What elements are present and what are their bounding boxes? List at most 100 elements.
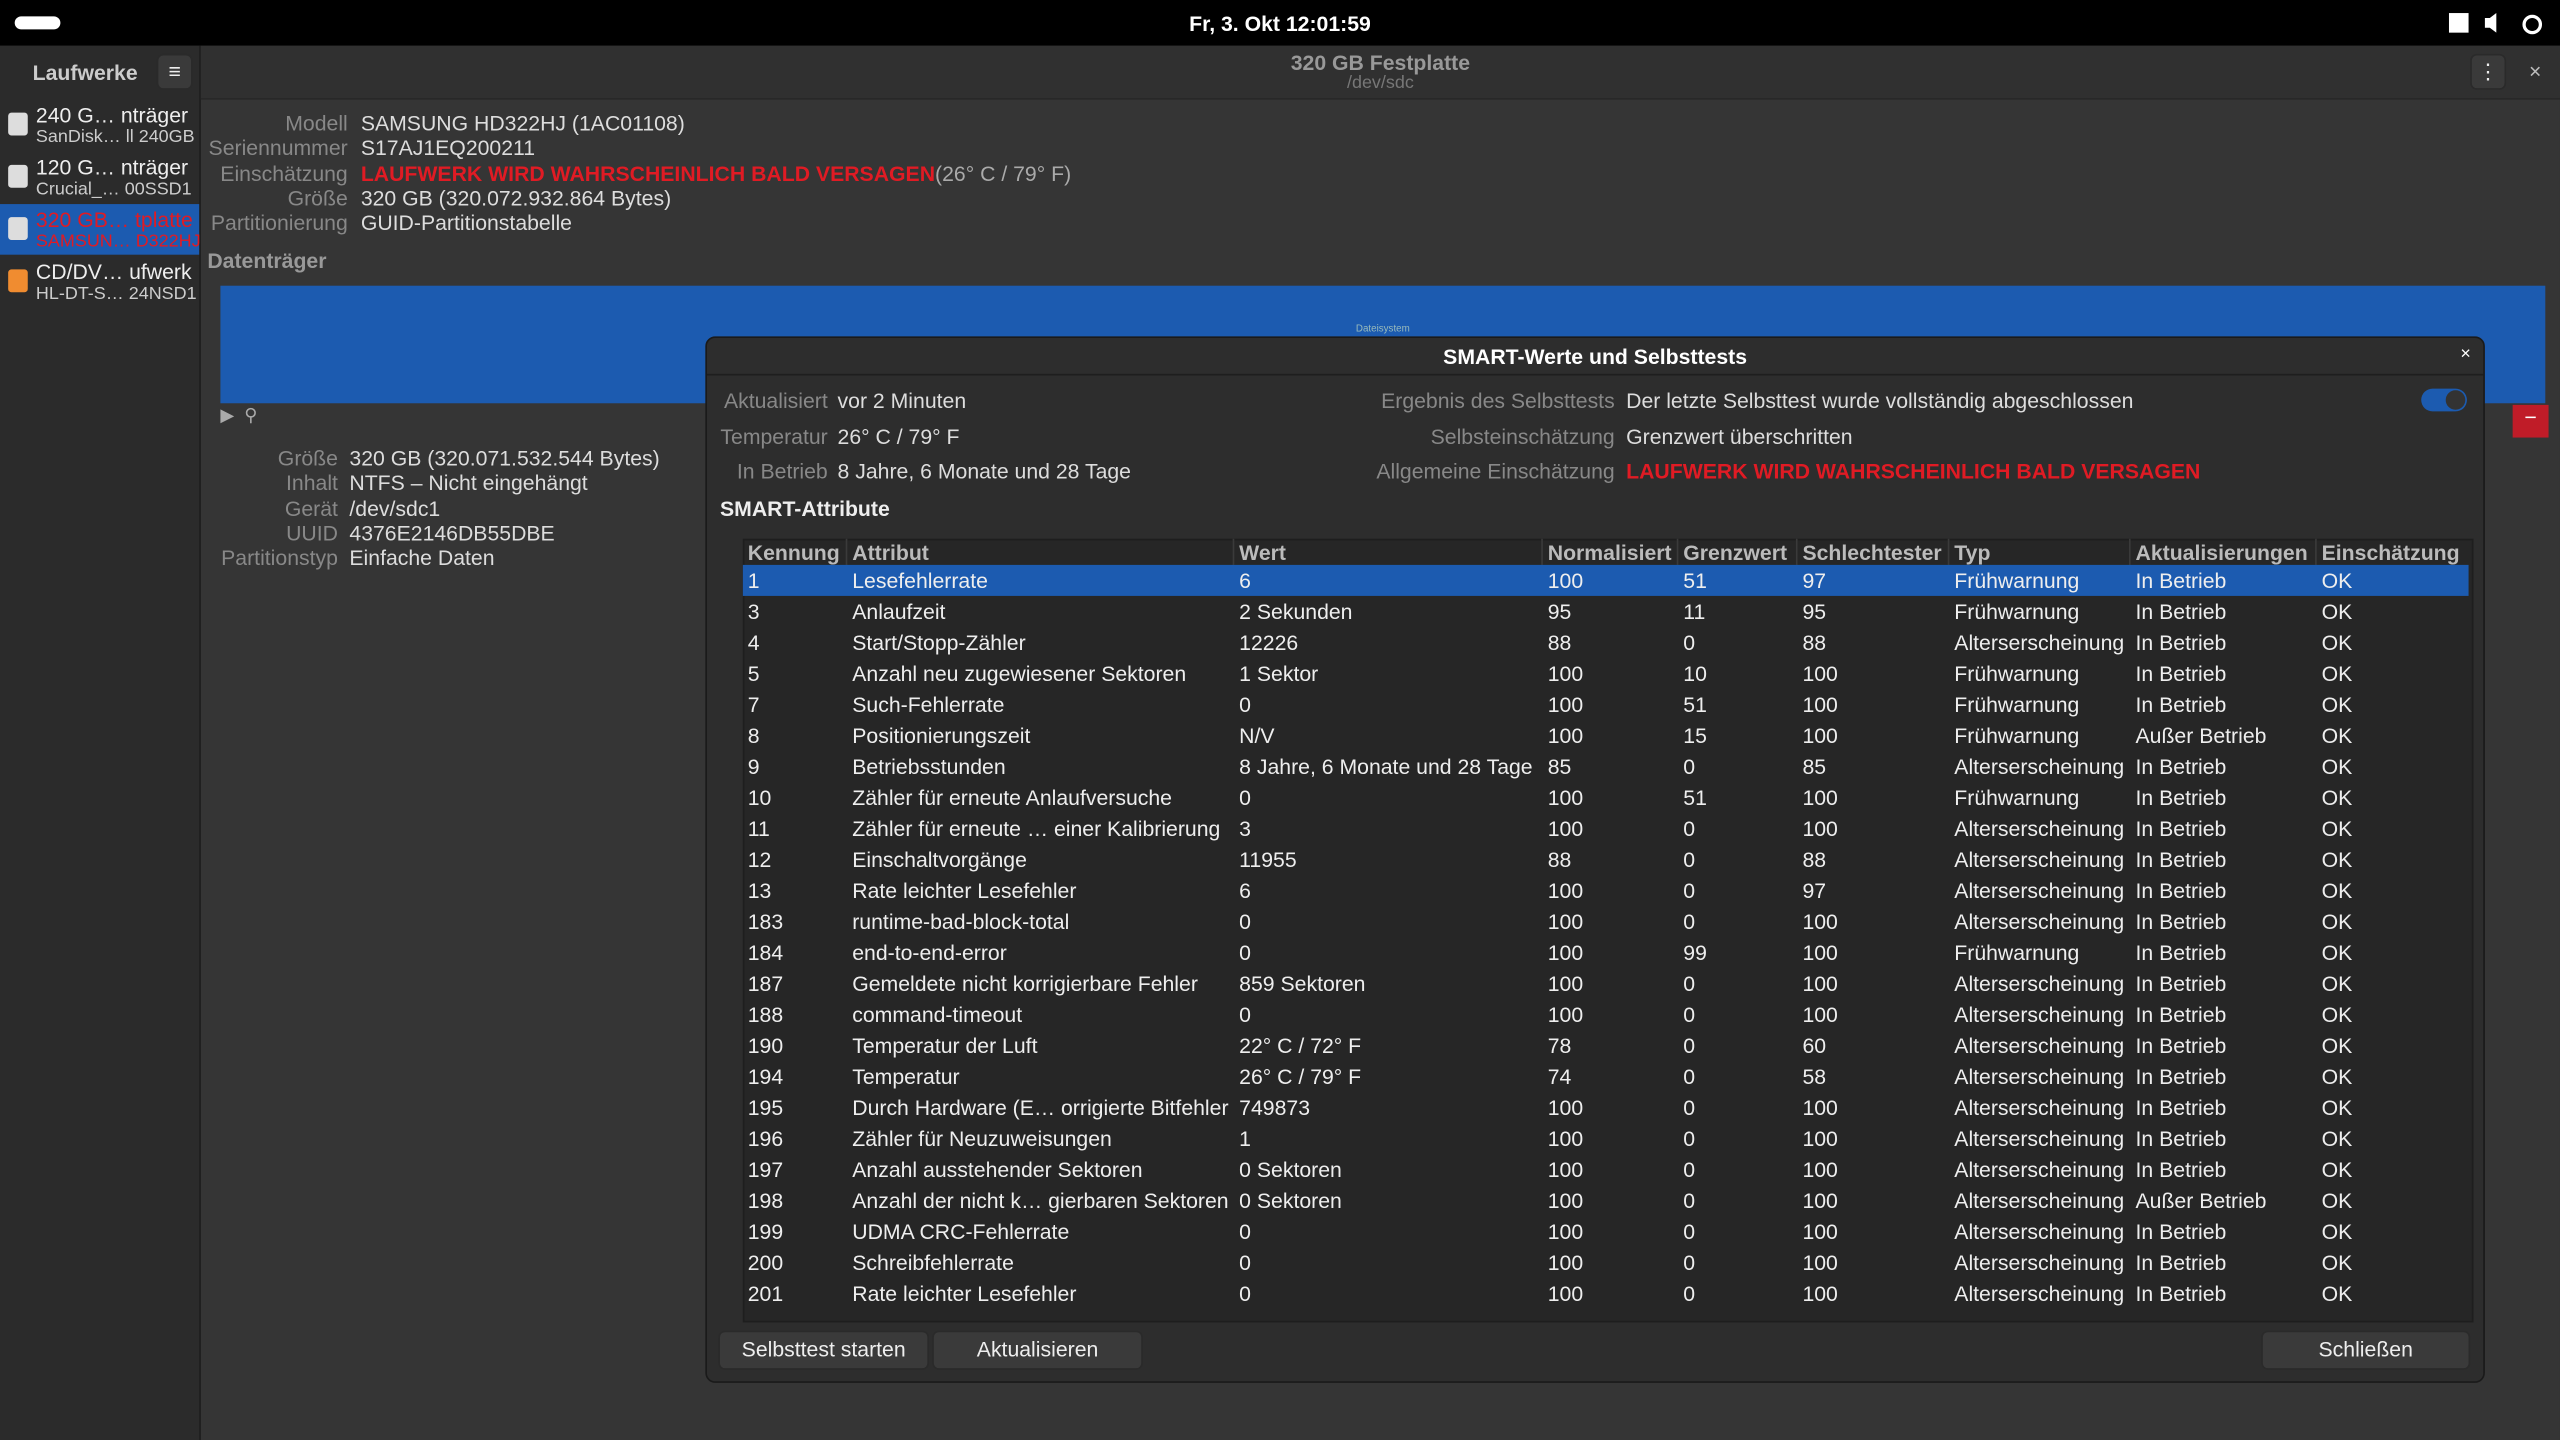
table-cell: runtime-bad-block-total (852, 909, 1070, 934)
table-row[interactable]: 8 Positionierungszeit N/V 100 15 100 Frühwarnu… (743, 720, 2469, 751)
drive-icon (8, 112, 28, 136)
table-cell: 74 (1547, 1064, 1572, 1089)
table-cell: Frühwarnung (1954, 599, 2080, 624)
table-cell: 88 (1547, 630, 1572, 655)
table-cell: Gemeldete nicht korrigierbare Fehler (852, 971, 1198, 996)
table-row[interactable]: 4 Start/Stopp-Zähler 12226 88 0 88 Altersersch… (743, 627, 2469, 658)
table-row[interactable]: 5 Anzahl neu zugewiesener Sektoren 1 Sekto… (743, 658, 2469, 689)
delete-button[interactable]: − (2512, 404, 2549, 438)
clock[interactable]: Fr, 3. Okt 12:01:59 (1189, 11, 1371, 36)
table-cell: 11955 (1239, 847, 1297, 872)
table-cell: Zähler für erneute … einer Kalibrierung (852, 816, 1221, 841)
table-cell: In Betrieb (2135, 692, 2227, 717)
table-cell: 10 (747, 785, 772, 810)
selftest-button[interactable]: Selbsttest starten (718, 1330, 929, 1370)
drive-item[interactable]: CD/DV… ufwerk HL-DT-S… 24NSD1 (0, 256, 199, 307)
table-cell: 0 (1683, 816, 1696, 841)
column-header: Wert (1239, 540, 1286, 565)
drive-item[interactable]: 120 G… nträger Crucial_… 00SSD1 (0, 152, 199, 203)
table-row[interactable]: 199 UDMA CRC-Fehlerrate 0 100 0 100 Altersersc… (743, 1216, 2469, 1247)
volumes-heading: Datenträger (207, 248, 327, 273)
status-icons[interactable] (2446, 10, 2547, 36)
table-row[interactable]: 194 Temperatur 26° C / 79° F 74 0 58 Altersers… (743, 1061, 2469, 1092)
menu-button[interactable]: ⋮ (2470, 53, 2507, 90)
field-value: 320 GB (320.072.932.864 Bytes) (360, 185, 672, 211)
table-row[interactable]: 184 end-to-end-error 0 100 99 100 Frühwarnung I… (743, 937, 2469, 968)
drive-item[interactable]: 320 GB… tplatte SAMSUN… D322HJ (0, 204, 201, 255)
table-row[interactable]: 201 Rate leichter Lesefehler 0 100 0 100 Alter… (743, 1278, 2469, 1309)
table-row[interactable]: 9 Betriebsstunden 8 Jahre, 6 Monate und 28… (743, 751, 2469, 782)
dialog-close[interactable]: × (2460, 344, 2471, 365)
table-cell: 0 Sektoren (1239, 1157, 1342, 1183)
table-row[interactable]: 12 Einschaltvorgänge 11955 88 0 88 Altersersch… (743, 844, 2469, 875)
table-row[interactable]: 197 Anzahl ausstehender Sektoren 0 Sektore… (743, 1154, 2469, 1185)
column-divider (2128, 538, 2131, 565)
field-label: Inhalt (286, 470, 338, 496)
table-row[interactable]: 7 Such-Fehlerrate 0 100 51 100 Frühwarnung In B… (743, 689, 2469, 720)
table-cell: 0 (1239, 785, 1251, 810)
table-cell: Frühwarnung (1954, 785, 2080, 810)
drive-name: 240 G… nträger (35, 102, 189, 128)
column-divider (1676, 538, 1679, 565)
toggle[interactable] (2421, 388, 2467, 412)
close-dialog-button[interactable]: Schließen (2261, 1330, 2471, 1370)
table-cell: 100 (1547, 1219, 1584, 1245)
drive-item[interactable]: 240 G… nträger SanDisk… ll 240GB (0, 100, 199, 151)
table-cell: In Betrieb (2135, 1157, 2227, 1183)
table-cell: OK (2321, 1219, 2353, 1245)
table-cell: In Betrieb (2135, 1281, 2227, 1307)
table-row[interactable]: 3 Anlaufzeit 2 Sekunden 95 11 95 Frühwarnung In… (743, 596, 2469, 627)
table-cell: OK (2321, 1033, 2353, 1058)
table-cell: 100 (1802, 661, 1838, 686)
table-cell: In Betrieb (2135, 661, 2227, 686)
table-row[interactable]: 183 runtime-bad-block-total 0 100 0 100 Alters… (743, 906, 2469, 937)
table-cell: Alterserscheinung (1954, 1033, 2125, 1058)
table-cell: 99 (1683, 940, 1707, 965)
table-cell: 100 (1547, 1095, 1584, 1120)
table-cell: In Betrieb (2135, 568, 2227, 593)
table-row[interactable]: 195 Durch Hardware (E… orrigierte Bitfehl… (743, 1092, 2469, 1123)
table-cell: 100 (1547, 568, 1584, 593)
drive-detail: HL-DT-S… 24NSD1 (35, 284, 197, 304)
table-row[interactable]: 200 Schreibfehlerrate 0 100 0 100 Altersersche… (743, 1247, 2469, 1278)
field-label: Einschätzung (220, 160, 348, 186)
table-cell: Zähler für Neuzuweisungen (852, 1126, 1112, 1152)
sidebar-title: Laufwerke (32, 60, 138, 85)
table-row[interactable]: 1 Lesefehlerrate 6 100 51 97 Frühwarnung In Bet… (742, 564, 2469, 596)
field-value: 4376E2146DB55DBE (349, 520, 555, 546)
table-cell: 184 (747, 940, 784, 965)
column-header: Grenzwert (1683, 540, 1788, 565)
table-cell: Rate leichter Lesefehler (852, 1281, 1077, 1307)
table-cell: 0 (1239, 940, 1251, 965)
table-cell: Rate leichter Lesefehler (852, 878, 1077, 903)
close-button[interactable]: × (2528, 58, 2542, 84)
menu-button[interactable]: ≡ (156, 53, 193, 90)
volume-actions[interactable]: ▶ ⚲ (220, 406, 258, 427)
table-cell: Anzahl der nicht k… gierbaren Sektoren (852, 1188, 1229, 1214)
table-cell: 11 (1683, 599, 1706, 624)
table-cell: Alterserscheinung (1954, 1250, 2125, 1276)
refresh-button[interactable]: Aktualisieren (932, 1330, 1143, 1370)
field-label: Allgemeine Einschätzung (1376, 458, 1615, 484)
table-row[interactable]: 10 Zähler für erneute Anlaufversuche 0 100 5… (743, 782, 2469, 813)
table-row[interactable]: 190 Temperatur der Luft 22° C / 72° F 78 0 60… (743, 1030, 2469, 1061)
table-cell: 199 (747, 1219, 784, 1245)
top-bar: Fr, 3. Okt 12:01:59 (0, 0, 2560, 46)
table-row[interactable]: 196 Zähler für Neuzuweisungen 1 100 0 100 Alte… (743, 1123, 2469, 1154)
table-cell: 12 (747, 847, 772, 872)
table-row[interactable]: 11 Zähler für erneute … einer Kalibrierun… (743, 813, 2469, 844)
table-row[interactable]: 187 Gemeldete nicht korrigierbare Fehler 8… (743, 968, 2469, 999)
drive-name: CD/DV… ufwerk (35, 259, 192, 285)
table-cell: 8 Jahre, 6 Monate und 28 Tage (1239, 754, 1533, 779)
table-row[interactable]: 13 Rate leichter Lesefehler 6 100 0 97 Alterse… (743, 875, 2469, 906)
table-cell: 100 (1547, 878, 1584, 903)
table-row[interactable]: 198 Anzahl der nicht k… gierbaren Sektore… (743, 1185, 2469, 1216)
table-cell: 4 (747, 630, 760, 655)
table-row[interactable]: 188 command-timeout 0 100 0 100 Alterserschein… (743, 999, 2469, 1030)
table-cell: 0 (1683, 1095, 1696, 1120)
field-label: Größe (287, 185, 348, 211)
table-cell: Alterserscheinung (1954, 630, 2125, 655)
table-cell: Frühwarnung (1954, 692, 2080, 717)
table-cell: 3 (747, 599, 760, 624)
activities-button[interactable] (14, 16, 61, 30)
